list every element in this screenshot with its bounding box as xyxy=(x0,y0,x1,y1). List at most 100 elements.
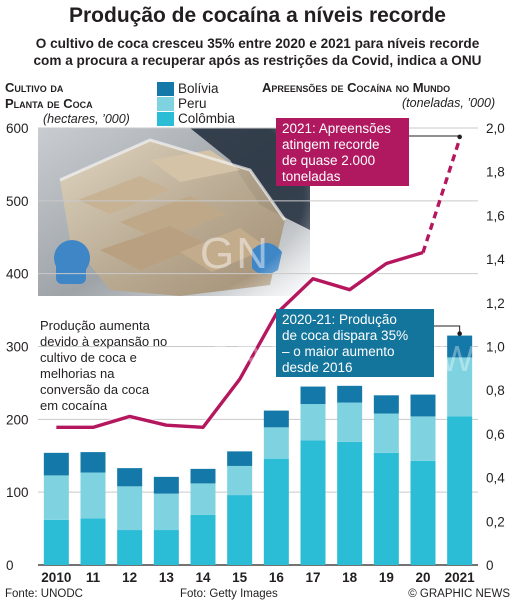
bar-colombia xyxy=(43,519,69,565)
left-tick-label: 500 xyxy=(6,194,29,209)
connector-production xyxy=(434,325,461,333)
bar-bolivia xyxy=(410,394,436,417)
x-tick-label: 14 xyxy=(195,570,211,585)
legend-label-bolivia: Bolívia xyxy=(178,81,219,96)
bar-peru xyxy=(373,413,399,453)
annotation-line-4: melhorias na xyxy=(40,366,115,381)
left-tick-label: 600 xyxy=(6,121,29,136)
x-tick-label: 17 xyxy=(305,570,320,585)
bar-peru xyxy=(337,402,363,442)
right-axis-ticks: 0 0,2 0,4 0,6 0,8 1,0 1,2 1,4 1,6 1,8 2,0 xyxy=(486,121,505,573)
callout-production-line-1: 2020-21: Produção xyxy=(282,312,397,327)
bar-bolivia xyxy=(300,386,326,405)
connector-seizures-dot xyxy=(457,134,462,140)
right-tick-label: 1,0 xyxy=(486,340,505,355)
bar-peru xyxy=(447,357,473,417)
bar-bolivia xyxy=(227,451,253,466)
callout-production-line-4: desde 2016 xyxy=(282,360,353,375)
x-tick-label: 2021 xyxy=(445,570,476,585)
bar-colombia xyxy=(337,441,363,565)
bar-peru xyxy=(80,472,106,519)
legend-label-peru: Peru xyxy=(178,96,207,111)
bar-colombia xyxy=(373,452,399,565)
bar-peru xyxy=(117,486,143,531)
connector-seizures xyxy=(409,134,461,137)
legend-swatch-peru xyxy=(157,97,174,111)
bar-bolivia xyxy=(190,468,216,484)
subtitle-line-2: com a procura a recuperar após as restri… xyxy=(33,53,482,68)
seizures-line-dashed xyxy=(421,138,462,254)
left-tick-label: 200 xyxy=(6,412,29,427)
bar-colombia xyxy=(153,530,179,565)
legend-swatch-colombia xyxy=(157,112,174,126)
page-title: Produção de cocaína a níveis recorde xyxy=(69,4,446,27)
bar-peru xyxy=(153,493,179,531)
bar-bolivia xyxy=(43,452,69,476)
right-tick-label: 1,2 xyxy=(486,296,505,311)
callout-connectors xyxy=(409,134,462,336)
callout-seizures-line-1: 2021: Apreensões xyxy=(282,121,391,136)
left-tick-label: 300 xyxy=(6,340,29,355)
right-tick-label: 1,8 xyxy=(486,165,505,180)
callout-production-2020-21: 2020-21: Produção de coca dispara 35% – … xyxy=(276,309,434,377)
callout-production-line-3: – o maior aumento xyxy=(282,344,395,359)
callout-production-line-2: de coca dispara 35% xyxy=(282,328,409,343)
seizures-line xyxy=(56,250,424,430)
right-axis-unit: (toneladas, ’000) xyxy=(402,96,496,110)
x-axis-labels: 2010 11 12 13 14 15 16 17 18 19 20 2021 xyxy=(41,570,475,585)
production-annotation: Produção aumenta devido à expansão no cu… xyxy=(40,318,190,414)
bar-colombia xyxy=(227,495,253,565)
connector-production-dot xyxy=(457,331,462,336)
callout-seizures-line-3: de quase 2.000 xyxy=(282,153,376,168)
bar-peru xyxy=(227,465,253,496)
bar-bolivia xyxy=(447,335,473,358)
right-tick-label: 0 xyxy=(486,558,494,573)
subtitle: O cultivo de coca cresceu 35% entre 2020… xyxy=(0,35,515,69)
annotation-line-3: cultivo de coca e xyxy=(40,350,137,365)
left-axis-title: Cultivo da Planta de Coca xyxy=(5,80,93,112)
source-credit: Fonte: UNODC xyxy=(5,588,83,600)
callout-seizures-2021: 2021: Apreensões atingem recorde de quas… xyxy=(276,118,409,186)
bar-colombia xyxy=(410,460,436,565)
x-tick-label: 13 xyxy=(159,570,175,585)
bar-colombia xyxy=(447,416,473,565)
bar-peru xyxy=(263,427,289,459)
copyright: © GRAPHIC NEWS xyxy=(408,588,510,600)
photo-cocaine-packages xyxy=(38,128,310,296)
photo-credit: Foto: Getty Images xyxy=(180,588,278,600)
x-tick-label: 2010 xyxy=(41,570,71,585)
right-tick-label: 2,0 xyxy=(486,121,505,136)
stacked-bars xyxy=(43,335,473,565)
callout-seizures-line-2: atingem recorde xyxy=(282,137,380,152)
bar-colombia xyxy=(300,440,326,565)
bar-colombia xyxy=(117,530,143,565)
bar-bolivia xyxy=(117,468,143,487)
bar-bolivia xyxy=(337,385,363,403)
bar-bolivia xyxy=(153,476,179,494)
bar-bolivia xyxy=(373,395,399,414)
left-axis-ticks: 0 100 200 300 400 500 600 xyxy=(6,121,29,573)
bar-peru xyxy=(43,475,69,520)
annotation-line-2: devido à expansão no xyxy=(40,334,168,349)
bar-peru xyxy=(190,483,216,515)
right-axis-title: Apreensões de Cocaína no Mundo xyxy=(262,80,451,95)
right-tick-label: 0,4 xyxy=(486,471,505,486)
bar-colombia xyxy=(263,458,289,565)
left-tick-label: 400 xyxy=(6,267,29,282)
left-axis-unit: (hectares, ’000) xyxy=(43,112,130,126)
annotation-line-5: conversão da coca xyxy=(40,382,150,397)
x-tick-label: 20 xyxy=(415,570,430,585)
bar-bolivia xyxy=(263,410,289,428)
left-tick-label: 0 xyxy=(6,558,14,573)
subtitle-line-1: O cultivo de coca cresceu 35% entre 2020… xyxy=(35,36,480,51)
right-tick-label: 0,6 xyxy=(486,427,505,442)
x-tick-label: 18 xyxy=(342,570,358,585)
legend-swatch-bolivia xyxy=(157,82,174,96)
seizures-line-group xyxy=(56,138,462,431)
x-tick-label: 16 xyxy=(269,570,285,585)
right-tick-label: 1,4 xyxy=(486,252,505,267)
x-tick-label: 15 xyxy=(232,570,248,585)
right-tick-label: 0,8 xyxy=(486,383,505,398)
